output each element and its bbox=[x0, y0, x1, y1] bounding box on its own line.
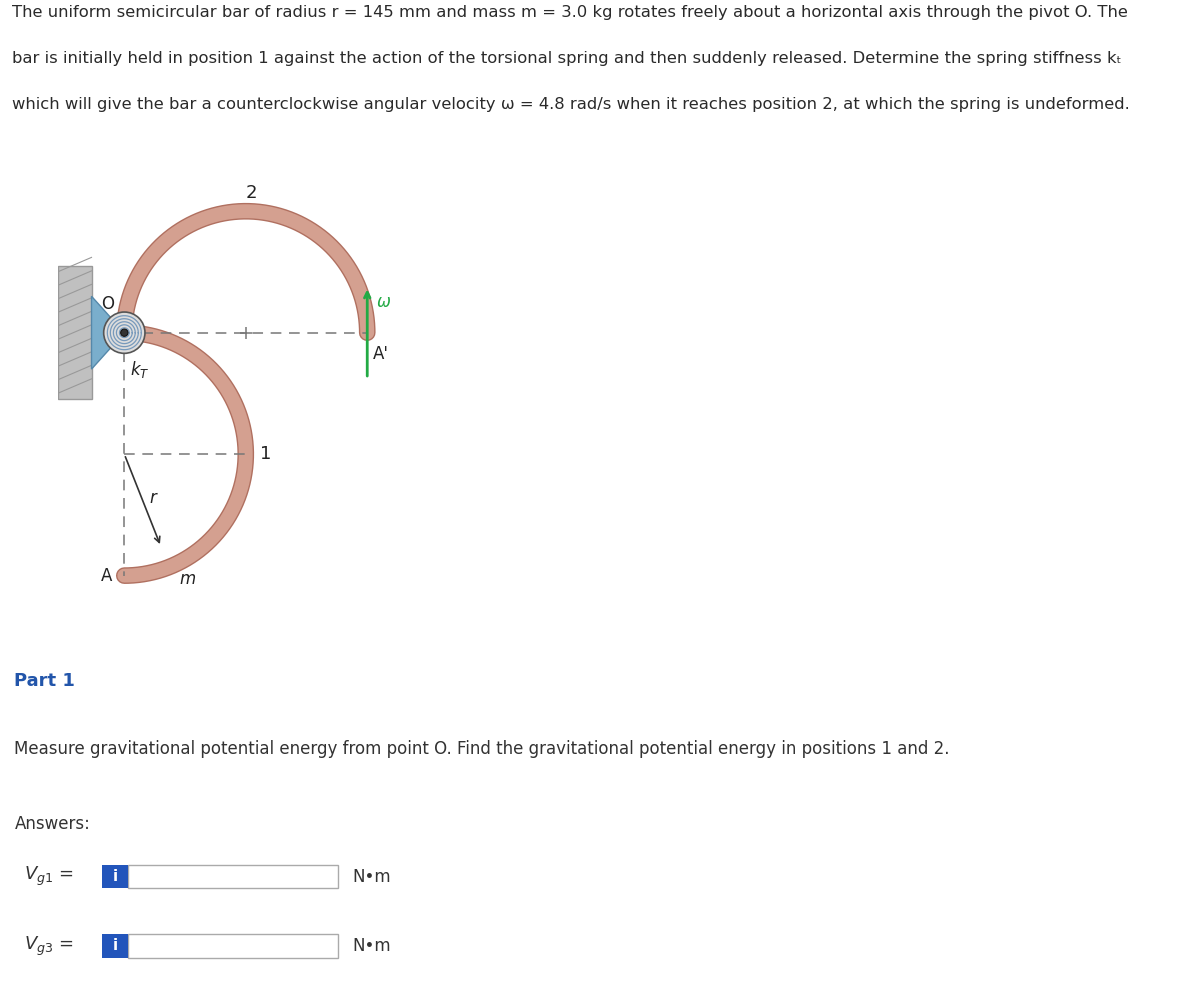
Text: 2: 2 bbox=[246, 183, 258, 201]
Polygon shape bbox=[91, 296, 125, 370]
Text: N•m: N•m bbox=[353, 937, 391, 955]
Text: r: r bbox=[149, 489, 156, 507]
Text: A: A bbox=[101, 567, 112, 585]
Text: O: O bbox=[102, 295, 114, 314]
Text: The uniform semicircular bar of radius r = 145 mm and mass m = 3.0 kg rotates fr: The uniform semicircular bar of radius r… bbox=[12, 5, 1128, 20]
Text: m: m bbox=[179, 570, 196, 588]
Text: $\omega$: $\omega$ bbox=[376, 294, 391, 312]
Circle shape bbox=[103, 312, 145, 354]
Text: $k_T$: $k_T$ bbox=[131, 360, 150, 380]
Bar bbox=[128, 934, 338, 958]
Text: Measure gravitational potential energy from point O. Find the gravitational pote: Measure gravitational potential energy f… bbox=[14, 740, 950, 758]
Bar bbox=[102, 934, 128, 958]
Bar bbox=[102, 865, 128, 888]
Text: bar is initially held in position 1 against the action of the torsional spring a: bar is initially held in position 1 agai… bbox=[12, 51, 1122, 66]
Text: $V_{g1}$ =: $V_{g1}$ = bbox=[24, 865, 73, 888]
Circle shape bbox=[121, 329, 128, 337]
Text: i: i bbox=[113, 938, 118, 953]
Text: which will give the bar a counterclockwise angular velocity ω = 4.8 rad/s when i: which will give the bar a counterclockwi… bbox=[12, 97, 1129, 112]
Text: i: i bbox=[113, 869, 118, 884]
Text: $V_{g3}$ =: $V_{g3}$ = bbox=[24, 934, 73, 957]
Bar bbox=[128, 865, 338, 888]
Bar bbox=[58, 266, 91, 399]
Text: A': A' bbox=[373, 345, 389, 363]
Text: N•m: N•m bbox=[353, 868, 391, 885]
Text: Answers:: Answers: bbox=[14, 816, 90, 834]
Text: 1: 1 bbox=[260, 445, 271, 463]
Text: Part 1: Part 1 bbox=[14, 671, 76, 690]
